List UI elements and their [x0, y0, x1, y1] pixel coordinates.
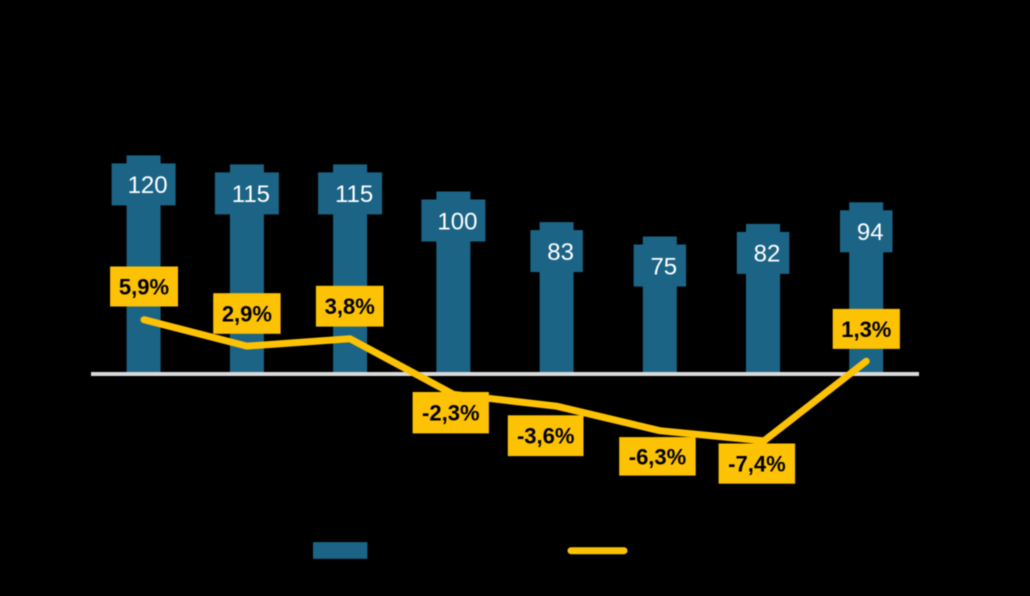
svg-text:-6,3%: -6,3%	[629, 444, 686, 469]
svg-text:5,9%: 5,9%	[119, 274, 169, 299]
svg-text:82: 82	[754, 241, 781, 268]
svg-text:-2,3%: -2,3%	[422, 401, 479, 426]
svg-text:-3,6%: -3,6%	[517, 424, 574, 449]
svg-text:115: 115	[232, 181, 270, 208]
svg-text:100: 100	[437, 208, 477, 235]
svg-text:115: 115	[335, 181, 373, 208]
svg-text:94: 94	[857, 219, 884, 246]
svg-text:3,8%: 3,8%	[325, 294, 375, 319]
svg-text:1,3%: 1,3%	[841, 317, 891, 342]
svg-text:-7,4%: -7,4%	[728, 452, 785, 477]
svg-text:83: 83	[547, 239, 574, 266]
svg-text:2,9%: 2,9%	[222, 301, 272, 326]
svg-text:120: 120	[128, 172, 168, 199]
svg-text:75: 75	[650, 253, 677, 280]
